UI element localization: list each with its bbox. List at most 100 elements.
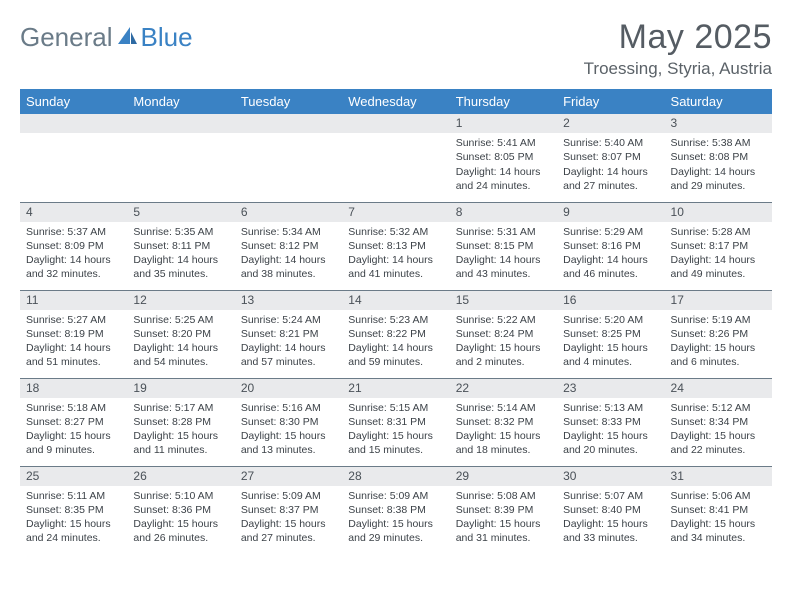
month-title: May 2025 [584,18,772,57]
calendar-week-row: 11Sunrise: 5:27 AMSunset: 8:19 PMDayligh… [20,290,772,378]
calendar-day-cell: 27Sunrise: 5:09 AMSunset: 8:37 PMDayligh… [235,466,342,554]
daylight-text: and 33 minutes. [563,531,658,545]
sunrise-text: Sunrise: 5:15 AM [348,401,443,415]
daylight-text: and 15 minutes. [348,443,443,457]
daylight-text: Daylight: 15 hours [563,517,658,531]
location-text: Troessing, Styria, Austria [584,59,772,79]
sunset-text: Sunset: 8:38 PM [348,503,443,517]
day-details: Sunrise: 5:41 AMSunset: 8:05 PMDaylight:… [450,133,557,197]
sunset-text: Sunset: 8:26 PM [671,327,766,341]
sunset-text: Sunset: 8:24 PM [456,327,551,341]
sunset-text: Sunset: 8:32 PM [456,415,551,429]
calendar-table: Sunday Monday Tuesday Wednesday Thursday… [20,89,772,554]
calendar-day-cell [235,114,342,202]
sunrise-text: Sunrise: 5:09 AM [348,489,443,503]
daylight-text: Daylight: 14 hours [348,341,443,355]
daylight-text: and 26 minutes. [133,531,228,545]
calendar-day-cell: 28Sunrise: 5:09 AMSunset: 8:38 PMDayligh… [342,466,449,554]
calendar-day-cell: 6Sunrise: 5:34 AMSunset: 8:12 PMDaylight… [235,202,342,290]
sunset-text: Sunset: 8:27 PM [26,415,121,429]
calendar-week-row: 25Sunrise: 5:11 AMSunset: 8:35 PMDayligh… [20,466,772,554]
day-number: 20 [235,379,342,398]
day-details: Sunrise: 5:15 AMSunset: 8:31 PMDaylight:… [342,398,449,462]
daylight-text: Daylight: 14 hours [671,165,766,179]
sunrise-text: Sunrise: 5:24 AM [241,313,336,327]
day-details: Sunrise: 5:13 AMSunset: 8:33 PMDaylight:… [557,398,664,462]
calendar-day-cell: 9Sunrise: 5:29 AMSunset: 8:16 PMDaylight… [557,202,664,290]
calendar-day-cell: 13Sunrise: 5:24 AMSunset: 8:21 PMDayligh… [235,290,342,378]
sunrise-text: Sunrise: 5:10 AM [133,489,228,503]
sunset-text: Sunset: 8:35 PM [26,503,121,517]
daylight-text: Daylight: 15 hours [671,341,766,355]
calendar-day-cell: 23Sunrise: 5:13 AMSunset: 8:33 PMDayligh… [557,378,664,466]
daylight-text: Daylight: 14 hours [133,341,228,355]
calendar-day-cell: 20Sunrise: 5:16 AMSunset: 8:30 PMDayligh… [235,378,342,466]
sunrise-text: Sunrise: 5:27 AM [26,313,121,327]
day-number: 19 [127,379,234,398]
logo-sail-icon [117,26,139,46]
daylight-text: and 49 minutes. [671,267,766,281]
calendar-day-cell: 31Sunrise: 5:06 AMSunset: 8:41 PMDayligh… [665,466,772,554]
daylight-text: and 43 minutes. [456,267,551,281]
sunrise-text: Sunrise: 5:38 AM [671,136,766,150]
calendar-day-cell: 4Sunrise: 5:37 AMSunset: 8:09 PMDaylight… [20,202,127,290]
weekday-header: Thursday [450,89,557,114]
daylight-text: and 18 minutes. [456,443,551,457]
calendar-day-cell: 29Sunrise: 5:08 AMSunset: 8:39 PMDayligh… [450,466,557,554]
sunrise-text: Sunrise: 5:12 AM [671,401,766,415]
daylight-text: and 13 minutes. [241,443,336,457]
calendar-day-cell: 11Sunrise: 5:27 AMSunset: 8:19 PMDayligh… [20,290,127,378]
calendar-day-cell: 2Sunrise: 5:40 AMSunset: 8:07 PMDaylight… [557,114,664,202]
daylight-text: Daylight: 14 hours [241,341,336,355]
day-details: Sunrise: 5:37 AMSunset: 8:09 PMDaylight:… [20,222,127,286]
daylight-text: Daylight: 15 hours [348,517,443,531]
daylight-text: and 24 minutes. [456,179,551,193]
calendar-day-cell: 18Sunrise: 5:18 AMSunset: 8:27 PMDayligh… [20,378,127,466]
day-number: 27 [235,467,342,486]
sunset-text: Sunset: 8:39 PM [456,503,551,517]
day-number [235,114,342,133]
day-number: 15 [450,291,557,310]
day-number: 22 [450,379,557,398]
daylight-text: Daylight: 14 hours [241,253,336,267]
sunrise-text: Sunrise: 5:41 AM [456,136,551,150]
day-number: 12 [127,291,234,310]
sunrise-text: Sunrise: 5:37 AM [26,225,121,239]
daylight-text: and 31 minutes. [456,531,551,545]
day-details: Sunrise: 5:07 AMSunset: 8:40 PMDaylight:… [557,486,664,550]
sunrise-text: Sunrise: 5:14 AM [456,401,551,415]
daylight-text: and 29 minutes. [671,179,766,193]
day-details: Sunrise: 5:40 AMSunset: 8:07 PMDaylight:… [557,133,664,197]
daylight-text: Daylight: 15 hours [456,429,551,443]
day-details: Sunrise: 5:18 AMSunset: 8:27 PMDaylight:… [20,398,127,462]
daylight-text: Daylight: 15 hours [133,429,228,443]
sunrise-text: Sunrise: 5:25 AM [133,313,228,327]
daylight-text: and 4 minutes. [563,355,658,369]
sunrise-text: Sunrise: 5:31 AM [456,225,551,239]
daylight-text: and 34 minutes. [671,531,766,545]
day-number: 25 [20,467,127,486]
sunset-text: Sunset: 8:37 PM [241,503,336,517]
day-number: 5 [127,203,234,222]
sunrise-text: Sunrise: 5:16 AM [241,401,336,415]
sunset-text: Sunset: 8:36 PM [133,503,228,517]
daylight-text: and 29 minutes. [348,531,443,545]
calendar-day-cell [20,114,127,202]
daylight-text: and 41 minutes. [348,267,443,281]
day-number: 26 [127,467,234,486]
sunrise-text: Sunrise: 5:07 AM [563,489,658,503]
sunrise-text: Sunrise: 5:08 AM [456,489,551,503]
sunrise-text: Sunrise: 5:29 AM [563,225,658,239]
sunrise-text: Sunrise: 5:34 AM [241,225,336,239]
day-details: Sunrise: 5:38 AMSunset: 8:08 PMDaylight:… [665,133,772,197]
daylight-text: Daylight: 15 hours [563,341,658,355]
sunset-text: Sunset: 8:21 PM [241,327,336,341]
sunset-text: Sunset: 8:33 PM [563,415,658,429]
daylight-text: Daylight: 15 hours [348,429,443,443]
day-details: Sunrise: 5:24 AMSunset: 8:21 PMDaylight:… [235,310,342,374]
sunrise-text: Sunrise: 5:28 AM [671,225,766,239]
sunrise-text: Sunrise: 5:35 AM [133,225,228,239]
title-block: May 2025 Troessing, Styria, Austria [584,18,772,79]
daylight-text: Daylight: 14 hours [456,165,551,179]
day-number [127,114,234,133]
